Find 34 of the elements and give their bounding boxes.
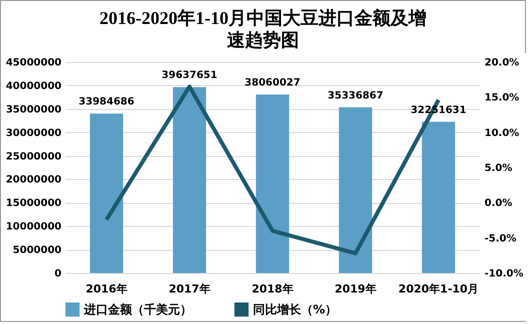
bar [338,107,372,273]
data-label: 39637651 [162,70,218,82]
y-tick-label: 45000000 [6,58,62,68]
x-tick-label: 2018年 [252,282,294,296]
legend-label: 同比增长（%） [253,302,338,317]
y-tick-label: 20000000 [6,174,62,186]
y-tick-label: 25000000 [6,151,62,162]
data-label: 33984686 [78,96,134,108]
bar [422,122,456,273]
y2-tick-label: 15.0% [484,92,520,104]
y-tick-label: 30000000 [6,128,62,139]
bar [256,94,290,273]
y2-tick-label: 20.0% [484,58,520,68]
legend-label: 进口金额（千美元） [83,302,192,317]
y-tick-label: 5000000 [12,245,62,256]
x-tick-label: 2019年 [334,282,376,296]
y2-tick-label: 0.0% [484,198,512,210]
x-tick-label: 2020年1-10月 [398,282,479,296]
x-tick-label: 2016年 [86,282,128,296]
y2-tick-label: -10.0% [484,268,524,280]
data-label: 35336867 [328,90,384,102]
y2-tick-label: 10.0% [484,128,520,139]
y2-tick-label: -5.0% [484,233,516,244]
bar [90,114,124,273]
data-label: 38060027 [244,78,300,89]
y-tick-label: 15000000 [6,198,62,210]
x-tick-label: 2017年 [168,282,210,296]
y-tick-label: 0 [54,268,62,280]
bar [172,87,206,273]
y-tick-label: 35000000 [6,104,62,116]
y-tick-label: 10000000 [6,222,62,233]
y2-tick-label: 5.0% [484,163,512,174]
chart-title: 2016-2020年1-10月中国大豆进口金额及增速趋势图 [98,7,428,51]
y-tick-label: 40000000 [6,80,62,92]
